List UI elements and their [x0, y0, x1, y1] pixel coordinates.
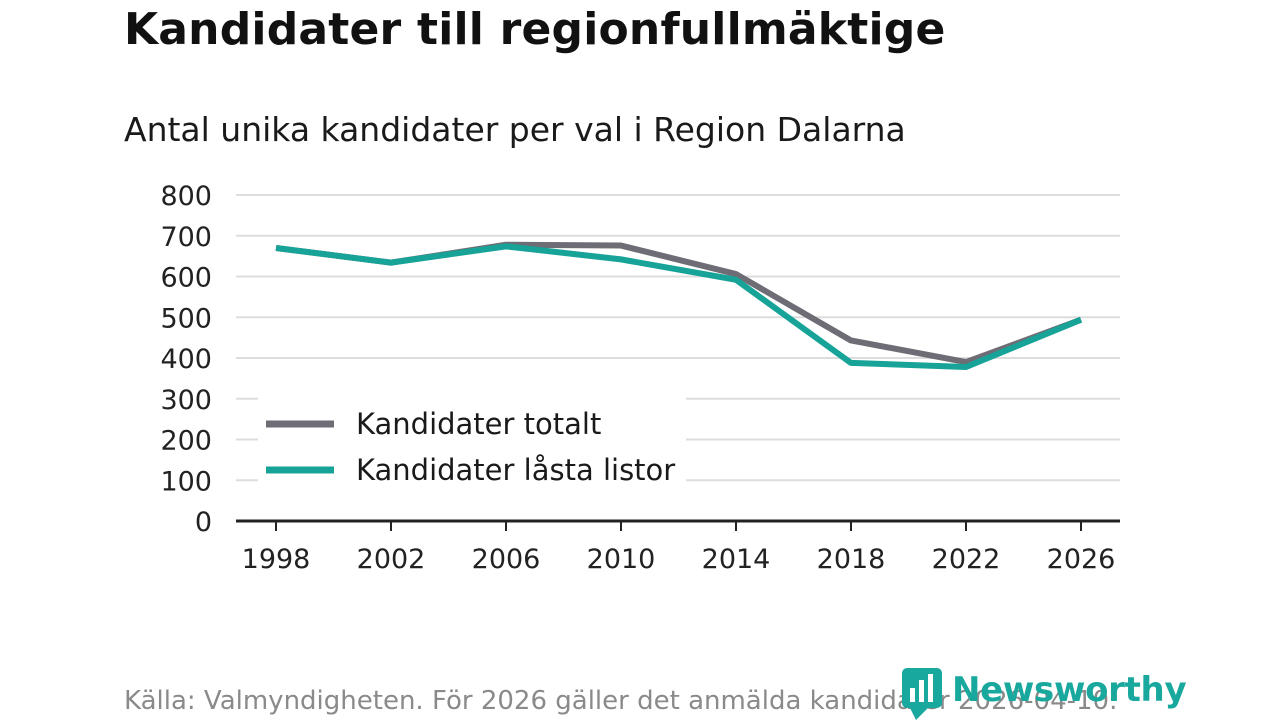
chart-title: Kandidater till regionfullmäktige	[124, 4, 946, 55]
chart-subtitle: Antal unika kandidater per val i Region …	[124, 110, 906, 149]
y-tick-label: 0	[195, 507, 212, 538]
y-tick-label: 800	[160, 181, 212, 212]
x-tick-label: 2002	[357, 544, 426, 575]
bar-chart-pin-icon	[902, 668, 942, 720]
y-tick-label: 200	[160, 426, 212, 457]
source-note: Källa: Valmyndigheten. För 2026 gäller d…	[124, 686, 1118, 716]
legend-label-lasta-listor: Kandidater låsta listor	[356, 453, 675, 487]
y-tick-label: 600	[160, 263, 212, 294]
x-tick-label: 2026	[1047, 544, 1116, 575]
y-tick-label: 100	[160, 466, 212, 497]
x-tick-label: 2014	[702, 544, 771, 575]
x-tick-label: 2006	[472, 544, 541, 575]
y-tick-label: 500	[160, 303, 212, 334]
series-lines	[275, 241, 1083, 370]
y-axis-ticks: 0 100 200 300 400 500 600 700 800	[160, 181, 212, 538]
x-tick-label: 2022	[932, 544, 1001, 575]
y-tick-label: 700	[160, 222, 212, 253]
x-tick-label: 2010	[587, 544, 656, 575]
y-tick-label: 300	[160, 385, 212, 416]
y-tick-label: 400	[160, 344, 212, 375]
x-tick-label: 1998	[242, 544, 311, 575]
legend-label-totalt: Kandidater totalt	[356, 407, 601, 441]
legend-background	[258, 396, 686, 496]
x-axis-ticks: 1998 2002 2006 2010 2014 2018 2022 2026	[242, 521, 1116, 575]
brand-logo: Newsworthy	[902, 668, 1187, 720]
series-line-lasta-listor	[275, 243, 1083, 370]
x-tick-label: 2018	[817, 544, 886, 575]
brand-name: Newsworthy	[952, 670, 1187, 710]
legend: Kandidater totalt Kandidater låsta listo…	[258, 396, 686, 496]
